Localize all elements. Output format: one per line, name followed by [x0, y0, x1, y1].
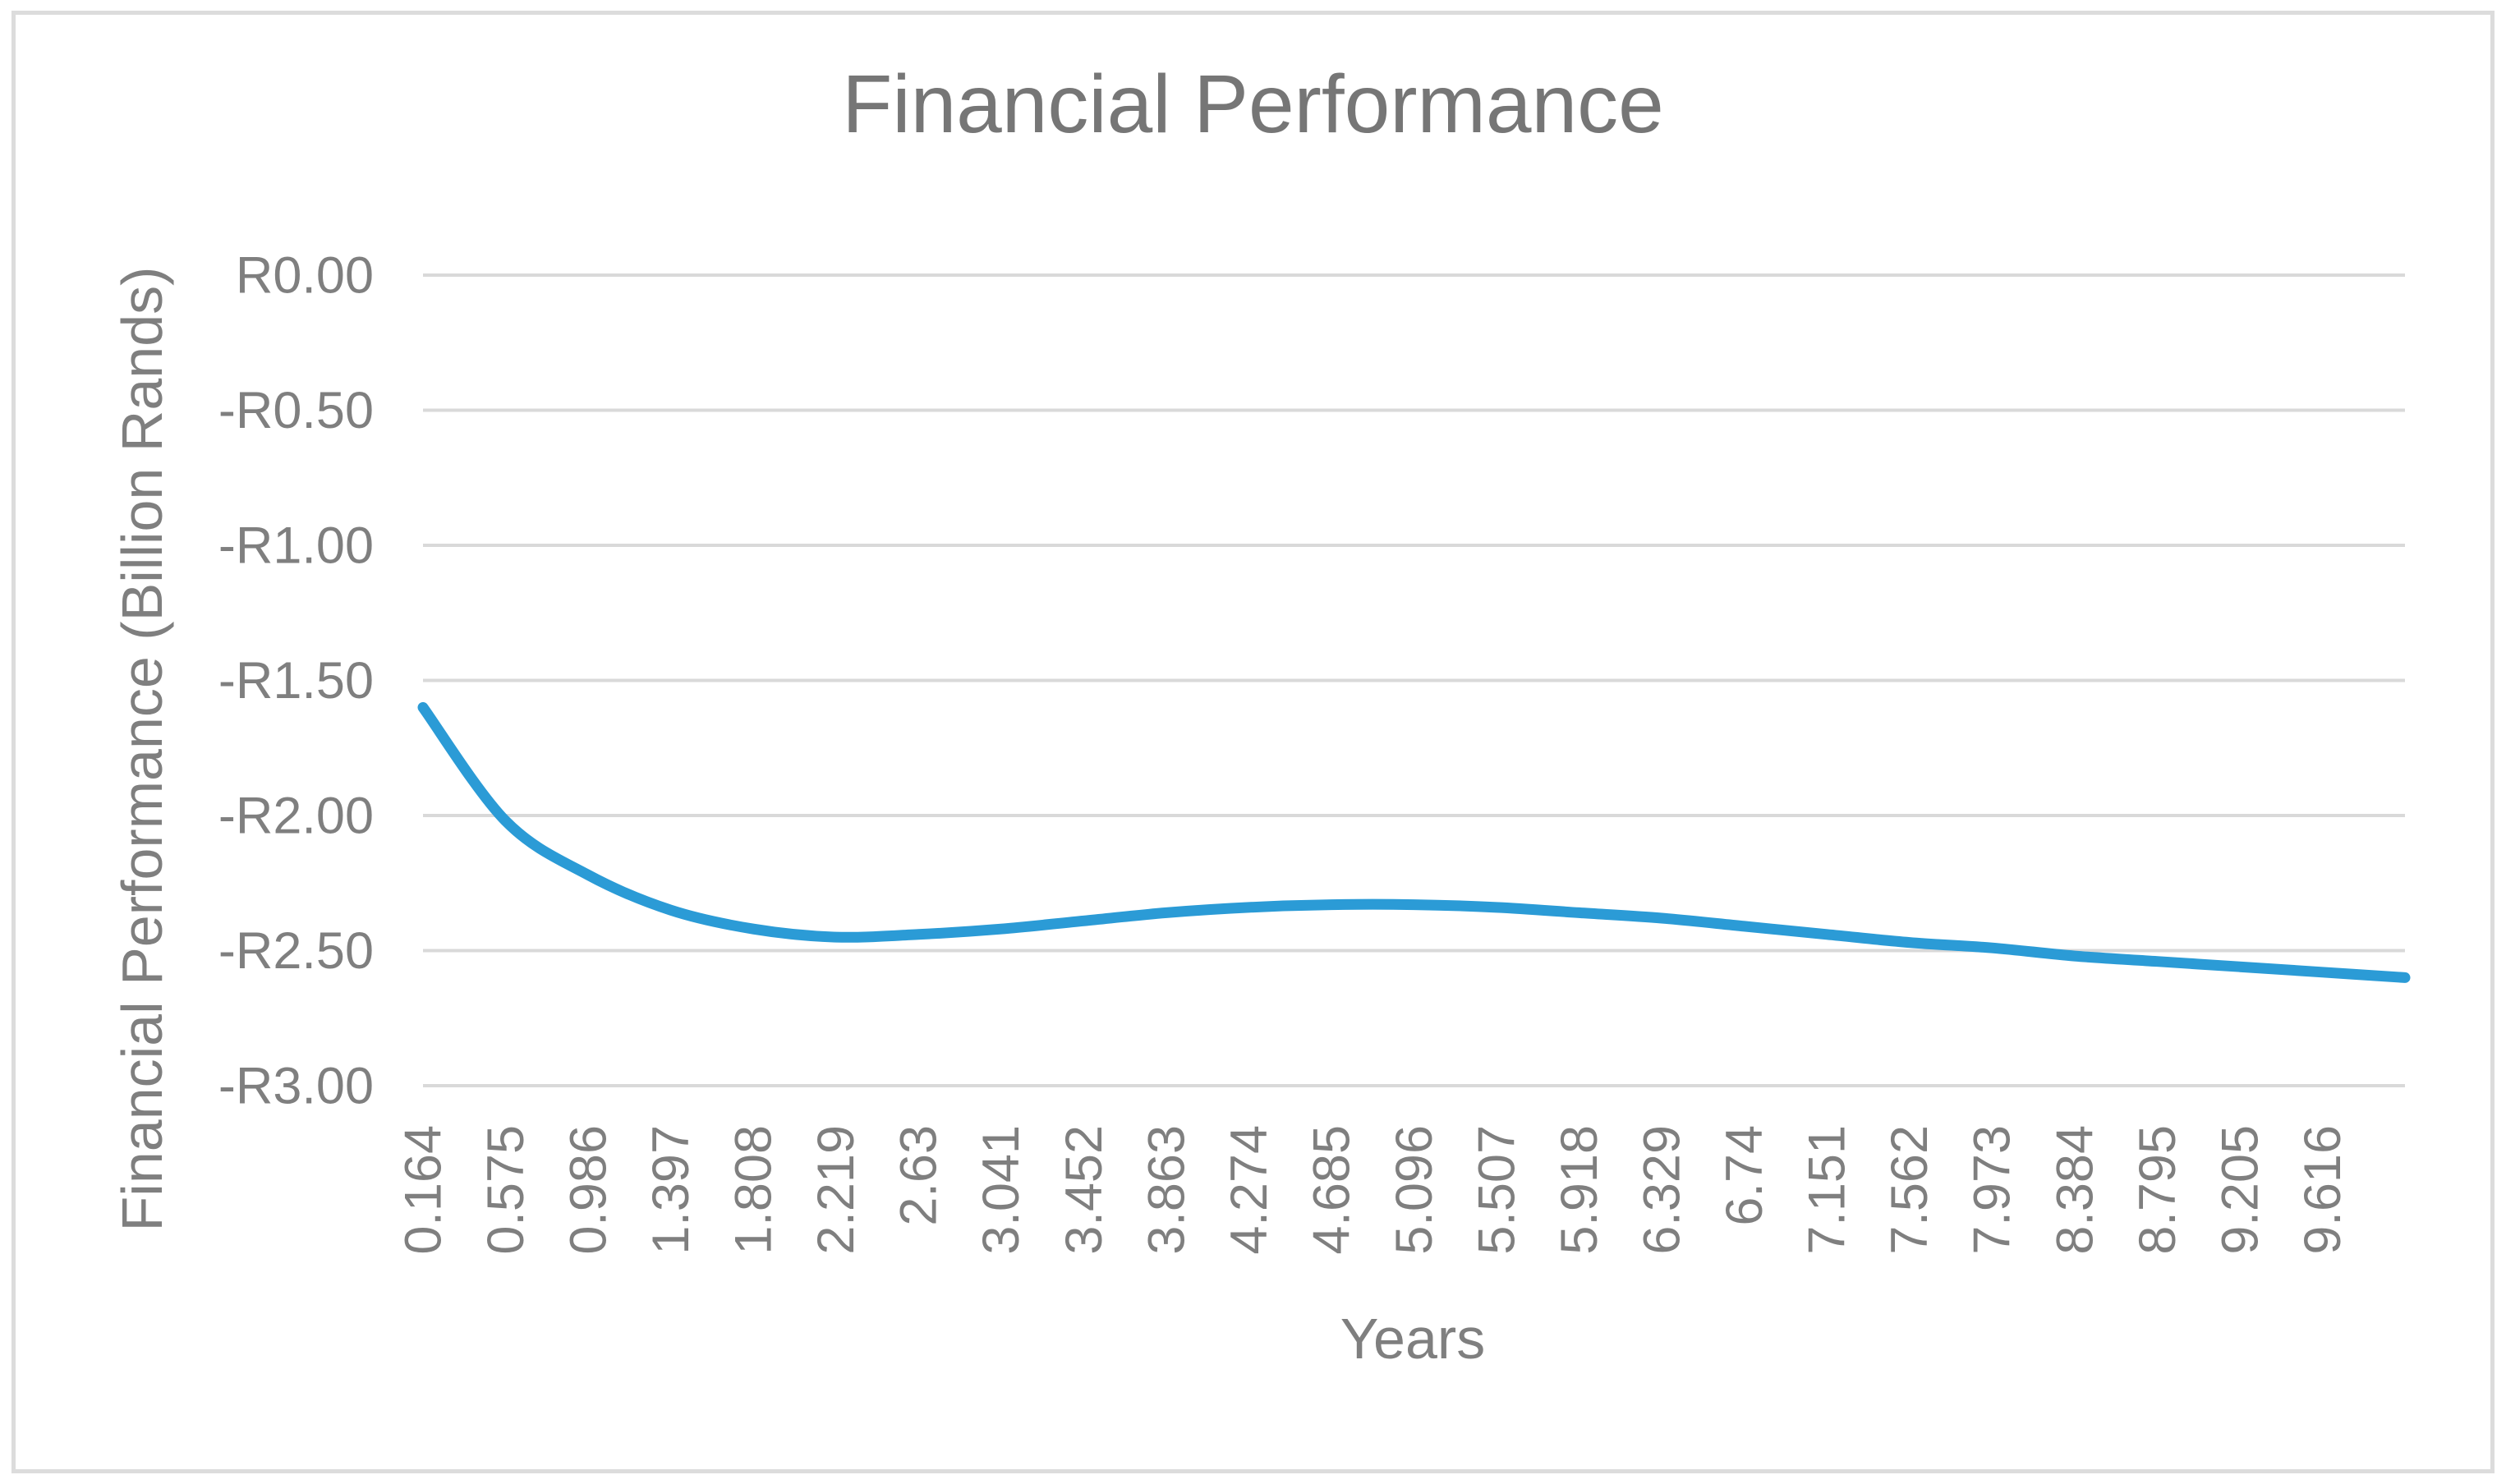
x-tick-label: 3.863 — [1138, 1125, 1195, 1255]
y-axis-title: Financial Performance (Billion Rands) — [110, 266, 174, 1232]
x-tick-label: 6.329 — [1634, 1125, 1691, 1255]
x-tick-label: 4.274 — [1221, 1125, 1278, 1255]
chart-frame — [11, 11, 2495, 1473]
x-tick-label: 1.808 — [725, 1125, 783, 1255]
x-tick-label: 3.041 — [973, 1125, 1030, 1255]
y-tick-label: -R3.00 — [218, 1057, 374, 1114]
x-tick-label: 0.164 — [394, 1125, 452, 1255]
chart-title: Financial Performance — [842, 58, 1664, 150]
x-tick-label: 8.795 — [2129, 1125, 2186, 1255]
y-tick-label: -R2.50 — [218, 922, 374, 980]
x-tick-label: 2.63 — [890, 1125, 948, 1226]
y-tick-label: -R2.00 — [218, 787, 374, 844]
x-tick-label: 9.205 — [2211, 1125, 2269, 1255]
x-tick-label: 7.562 — [1881, 1125, 1938, 1255]
x-tick-label: 7.151 — [1799, 1125, 1856, 1255]
x-axis-title: Years — [1340, 1307, 1486, 1371]
x-tick-label: 7.973 — [1964, 1125, 2021, 1255]
x-tick-label: 2.219 — [807, 1125, 865, 1255]
x-tick-label: 1.397 — [642, 1125, 700, 1255]
y-tick-label: -R0.50 — [218, 382, 374, 439]
financial-performance-line — [417, 701, 2411, 983]
x-tick-label: 6.74 — [1716, 1125, 1773, 1226]
x-tick-label: 4.685 — [1303, 1125, 1360, 1255]
y-tick-label: R0.00 — [236, 246, 374, 304]
x-tick-label: 3.452 — [1055, 1125, 1113, 1255]
x-tick-label: 9.616 — [2294, 1125, 2352, 1255]
x-tick-label: 5.507 — [1468, 1125, 1525, 1255]
y-tick-label: -R1.50 — [218, 652, 374, 710]
x-tick-label: 0.575 — [477, 1125, 535, 1255]
x-tick-label: 8.384 — [2046, 1125, 2104, 1255]
x-tick-label: 0.986 — [560, 1125, 618, 1255]
x-tick-label: 5.096 — [1386, 1125, 1443, 1255]
x-tick-label: 5.918 — [1551, 1125, 1608, 1255]
y-tick-label: -R1.00 — [218, 517, 374, 574]
